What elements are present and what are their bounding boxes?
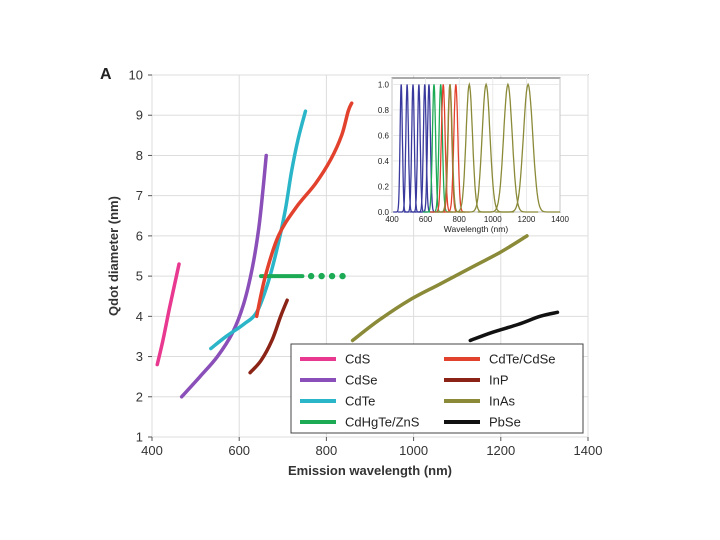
series-line-cds xyxy=(155,262,181,367)
inset-x-tick-label: 1400 xyxy=(551,215,569,224)
inset-y-tick-label: 0.0 xyxy=(378,208,390,217)
legend-box xyxy=(290,343,584,434)
series-dot-cdhgte-zns xyxy=(339,272,346,280)
x-tick-label: 800 xyxy=(316,443,338,458)
inset-x-tick-label: 1200 xyxy=(518,215,536,224)
inset-y-tick-label: 1.0 xyxy=(378,80,390,89)
legend-label-inp: InP xyxy=(489,373,509,388)
x-tick-label: 400 xyxy=(141,443,163,458)
series-line-inas xyxy=(350,234,529,343)
inset-spectrum-curve xyxy=(477,82,539,213)
legend-items: CdS CdSe CdTe CdHgTe/ZnS CdTe/CdSe InP InAs PbS… xyxy=(300,352,555,430)
y-tick-label: 10 xyxy=(129,68,143,83)
inset-y-tick-label: 0.6 xyxy=(378,131,390,140)
series-line-inp xyxy=(248,298,289,375)
y-axis-title: Qdot diameter (nm) xyxy=(106,196,121,316)
series-line-cdte xyxy=(209,109,308,351)
y-tick-label: 2 xyxy=(136,389,143,404)
inset-y-tick-label: 0.8 xyxy=(378,106,390,115)
inset-x-tick-label: 1000 xyxy=(484,215,502,224)
inset-spectrum-curve xyxy=(495,82,560,213)
series-dot-cdhgte-zns xyxy=(307,272,315,280)
legend: CdS CdSe CdTe CdHgTe/ZnS CdTe/CdSe InP InAs PbS… xyxy=(290,343,584,434)
y-tick-label: 9 xyxy=(136,108,143,123)
y-tick-label: 3 xyxy=(136,349,143,364)
legend-label-cds: CdS xyxy=(345,352,371,367)
y-tick-label: 7 xyxy=(136,188,143,203)
legend-label-cdte: CdTe xyxy=(345,394,375,409)
x-tick-label: 1400 xyxy=(574,443,603,458)
series-line-cdse xyxy=(179,153,268,399)
series-dot-cdhgte-zns xyxy=(318,272,325,280)
inset-curves xyxy=(393,81,560,213)
inset-y-tick-label: 0.4 xyxy=(378,157,390,166)
series-line-cdte-cdse xyxy=(254,101,354,319)
inset-ticks: 0.0 0.2 0.4 0.6 0.8 1.0 400 600 800 1000 1200 1400 xyxy=(378,80,570,224)
series-group xyxy=(155,101,560,399)
legend-label-inas: InAs xyxy=(489,394,516,409)
inset-x-tick-label: 400 xyxy=(385,215,399,224)
y-tick-label: 6 xyxy=(136,228,143,243)
legend-label-cdte-cdse: CdTe/CdSe xyxy=(489,352,555,367)
y-axis-ticks: 1 2 3 4 5 6 7 8 9 10 xyxy=(129,68,152,445)
y-tick-label: 5 xyxy=(136,269,143,284)
x-axis-title: Emission wavelength (nm) xyxy=(288,463,452,478)
panel-label: A xyxy=(100,66,112,83)
y-tick-label: 1 xyxy=(136,430,143,445)
series-dot-cdhgte-zns xyxy=(328,272,336,280)
y-tick-label: 4 xyxy=(136,309,143,324)
x-tick-label: 1000 xyxy=(399,443,428,458)
inset-x-tick-label: 600 xyxy=(419,215,433,224)
y-tick-label: 8 xyxy=(136,148,143,163)
inset-y-tick-label: 0.2 xyxy=(378,182,390,191)
series-line-pbse xyxy=(468,310,560,343)
inset-x-axis-title: Wavelength (nm) xyxy=(444,224,509,234)
inset-x-tick-label: 800 xyxy=(453,215,467,224)
x-tick-label: 600 xyxy=(228,443,250,458)
x-axis-ticks: 400 600 800 1000 1200 1400 xyxy=(141,437,602,458)
legend-label-cdse: CdSe xyxy=(345,373,378,388)
legend-label-pbse: PbSe xyxy=(489,415,521,430)
x-tick-label: 1200 xyxy=(486,443,515,458)
legend-label-cdhgte-zns: CdHgTe/ZnS xyxy=(345,415,420,430)
